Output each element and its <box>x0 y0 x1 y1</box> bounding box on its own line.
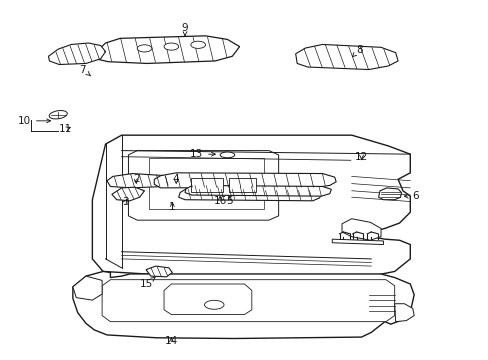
Text: 6: 6 <box>404 191 419 201</box>
Polygon shape <box>92 135 409 280</box>
Text: 12: 12 <box>354 152 367 162</box>
Polygon shape <box>48 43 105 64</box>
Polygon shape <box>295 44 397 69</box>
Polygon shape <box>154 173 335 188</box>
Text: 13: 13 <box>189 149 215 159</box>
Ellipse shape <box>49 111 67 119</box>
Text: 14: 14 <box>164 336 178 346</box>
Text: 4: 4 <box>173 174 179 184</box>
Ellipse shape <box>220 152 234 158</box>
Polygon shape <box>331 239 383 244</box>
Ellipse shape <box>190 41 205 48</box>
Polygon shape <box>112 187 144 201</box>
Polygon shape <box>163 284 251 315</box>
Polygon shape <box>107 174 175 188</box>
Bar <box>190 178 222 192</box>
Polygon shape <box>128 150 278 220</box>
Text: 10: 10 <box>18 116 50 126</box>
Text: 5: 5 <box>226 196 233 206</box>
Polygon shape <box>378 188 401 200</box>
Text: 9: 9 <box>182 23 188 36</box>
Polygon shape <box>146 266 172 277</box>
Polygon shape <box>102 280 394 321</box>
Text: 11: 11 <box>59 124 72 134</box>
Text: 1: 1 <box>169 202 175 212</box>
Bar <box>228 178 255 192</box>
Text: 16: 16 <box>213 196 226 206</box>
Text: 7: 7 <box>79 64 91 76</box>
Text: 3: 3 <box>122 197 128 207</box>
Polygon shape <box>94 36 239 63</box>
Polygon shape <box>341 219 380 240</box>
Polygon shape <box>394 304 413 321</box>
Text: 2: 2 <box>133 174 139 184</box>
Polygon shape <box>149 158 264 209</box>
Ellipse shape <box>204 300 224 309</box>
Text: 15: 15 <box>139 277 155 289</box>
Text: 8: 8 <box>352 45 362 57</box>
Polygon shape <box>178 189 321 201</box>
Polygon shape <box>73 271 413 338</box>
Ellipse shape <box>137 45 152 52</box>
Ellipse shape <box>163 43 178 50</box>
Polygon shape <box>184 185 330 196</box>
Polygon shape <box>73 276 102 300</box>
